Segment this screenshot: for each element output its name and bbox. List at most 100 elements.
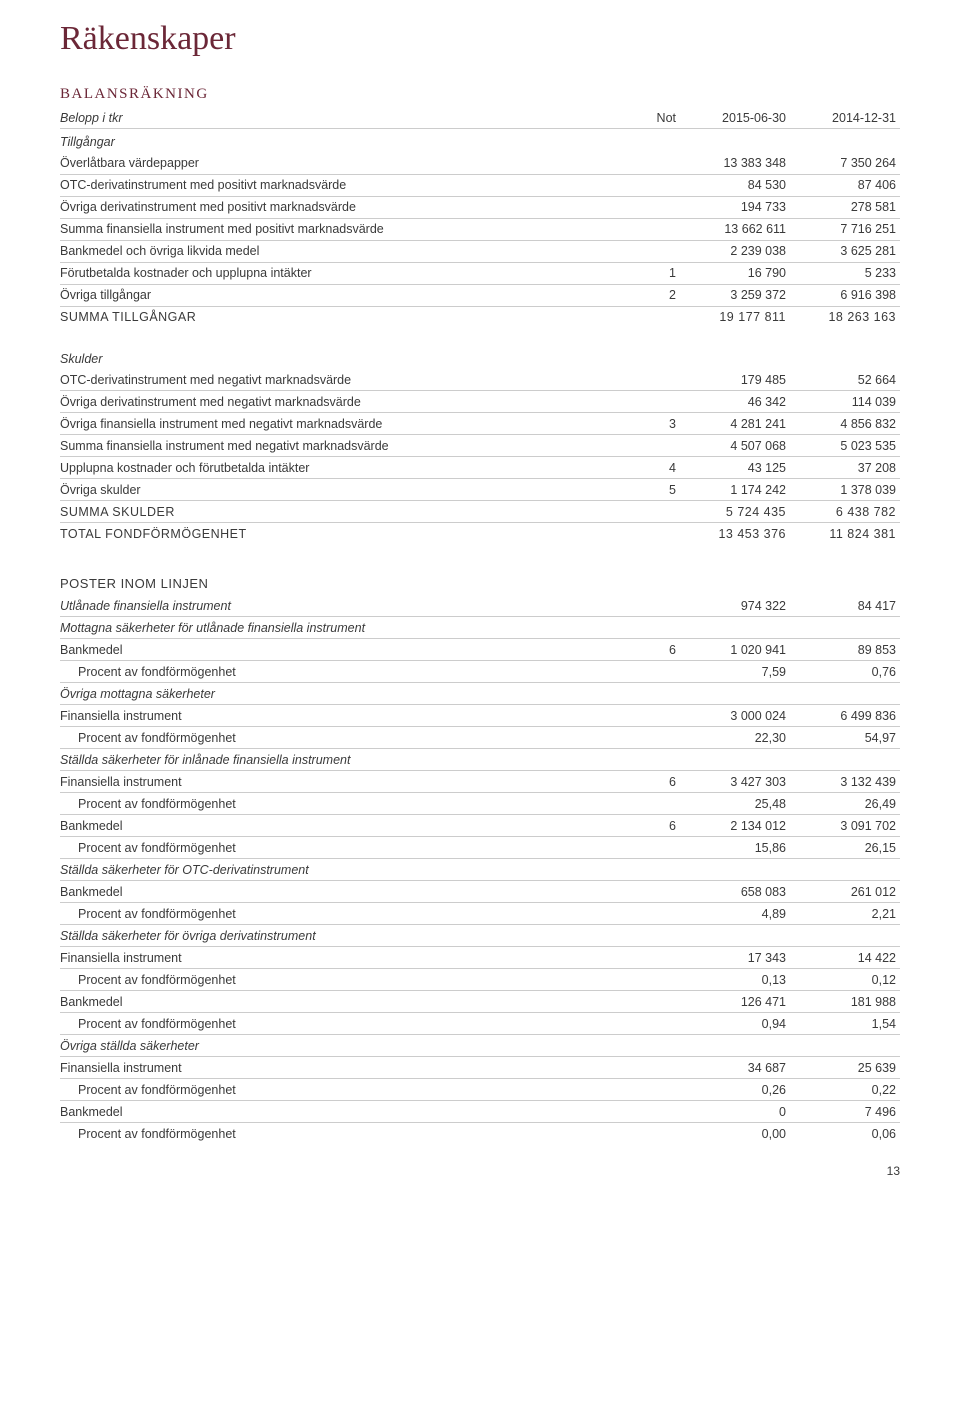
cell: 43 125 xyxy=(680,457,790,479)
cell xyxy=(620,391,680,413)
cell: 6 916 398 xyxy=(790,284,900,306)
col-2015: 2015-06-30 xyxy=(680,107,790,129)
table-row: Procent av fondförmögenhet0,000,06 xyxy=(60,1123,900,1145)
cell: Övriga skulder xyxy=(60,479,620,501)
cell: 13 383 348 xyxy=(680,153,790,175)
cell: 7 350 264 xyxy=(790,153,900,175)
cell: 17 343 xyxy=(680,947,790,969)
cell: 3 xyxy=(620,413,680,435)
cell: 0,76 xyxy=(790,661,900,683)
cell: Summa finansiella instrument med positiv… xyxy=(60,218,620,240)
cell: Bankmedel xyxy=(60,881,620,903)
cell: 18 263 163 xyxy=(790,306,900,328)
page-title: Räkenskaper xyxy=(60,20,900,58)
subheading: Övriga mottagna säkerheter xyxy=(60,683,900,705)
cell: 5 xyxy=(620,479,680,501)
cell: Övriga ställda säkerheter xyxy=(60,1035,620,1057)
cell: 25 639 xyxy=(790,1057,900,1079)
cell: 6 438 782 xyxy=(790,501,900,523)
cell: Procent av fondförmögenhet xyxy=(60,661,620,683)
summa-tillgangar: SUMMA TILLGÅNGAR19 177 81118 263 163 xyxy=(60,306,900,328)
cell: Bankmedel och övriga likvida medel xyxy=(60,240,620,262)
cell: 4 507 068 xyxy=(680,435,790,457)
cell: Ställda säkerheter för inlånade finansie… xyxy=(60,749,620,771)
table-header-row: Belopp i tkr Not 2015-06-30 2014-12-31 xyxy=(60,107,900,129)
cell: Överlåtbara värdepapper xyxy=(60,153,620,175)
cell: 194 733 xyxy=(680,196,790,218)
cell: Övriga finansiella instrument med negati… xyxy=(60,413,620,435)
table-row: Finansiella instrument63 427 3033 132 43… xyxy=(60,771,900,793)
cell: Procent av fondförmögenhet xyxy=(60,969,620,991)
cell: 4 856 832 xyxy=(790,413,900,435)
cell: Tillgångar xyxy=(60,129,620,153)
cell: 6 499 836 xyxy=(790,705,900,727)
table-row: OTC-derivatinstrument med positivt markn… xyxy=(60,174,900,196)
cell: 1 020 941 xyxy=(680,639,790,661)
cell: Procent av fondförmögenhet xyxy=(60,903,620,925)
cell: SUMMA TILLGÅNGAR xyxy=(60,306,620,328)
cell xyxy=(620,153,680,175)
balance-table: Belopp i tkr Not 2015-06-30 2014-12-31 T… xyxy=(60,107,900,544)
cell: TOTAL FONDFÖRMÖGENHET xyxy=(60,523,620,545)
table-row: Bankmedel och övriga likvida medel2 239 … xyxy=(60,240,900,262)
table-row: Bankmedel61 020 94189 853 xyxy=(60,639,900,661)
cell: Finansiella instrument xyxy=(60,705,620,727)
cell: 0,13 xyxy=(680,969,790,991)
cell: 7 716 251 xyxy=(790,218,900,240)
cell: 5 023 535 xyxy=(790,435,900,457)
cell: 16 790 xyxy=(680,262,790,284)
cell: 2 134 012 xyxy=(680,815,790,837)
cell: 3 132 439 xyxy=(790,771,900,793)
cell: 15,86 xyxy=(680,837,790,859)
table-row: Bankmedel126 471181 988 xyxy=(60,991,900,1013)
cell: 179 485 xyxy=(680,369,790,391)
table-row: OTC-derivatinstrument med negativt markn… xyxy=(60,369,900,391)
table-row: Bankmedel658 083261 012 xyxy=(60,881,900,903)
cell: 84 530 xyxy=(680,174,790,196)
table-row: Övriga tillgångar23 259 3726 916 398 xyxy=(60,284,900,306)
cell: SUMMA SKULDER xyxy=(60,501,620,523)
cell: Bankmedel xyxy=(60,639,620,661)
table-row: Finansiella instrument17 34314 422 xyxy=(60,947,900,969)
cell: 54,97 xyxy=(790,727,900,749)
cell: 5 233 xyxy=(790,262,900,284)
cell: 3 259 372 xyxy=(680,284,790,306)
table-row: Övriga skulder51 174 2421 378 039 xyxy=(60,479,900,501)
cell: 37 208 xyxy=(790,457,900,479)
table-row: Procent av fondförmögenhet0,941,54 xyxy=(60,1013,900,1035)
cell: Summa finansiella instrument med negativ… xyxy=(60,435,620,457)
cell: Finansiella instrument xyxy=(60,771,620,793)
cell: Ställda säkerheter för övriga derivatins… xyxy=(60,925,620,947)
cell: 1 174 242 xyxy=(680,479,790,501)
cell: 34 687 xyxy=(680,1057,790,1079)
cell: 13 662 611 xyxy=(680,218,790,240)
cell: Finansiella instrument xyxy=(60,1057,620,1079)
cell: 4,89 xyxy=(680,903,790,925)
table-row: Summa finansiella instrument med positiv… xyxy=(60,218,900,240)
cell: 0,26 xyxy=(680,1079,790,1101)
table-row: Övriga finansiella instrument med negati… xyxy=(60,413,900,435)
cell: 974 322 xyxy=(680,595,790,617)
cell: OTC-derivatinstrument med positivt markn… xyxy=(60,174,620,196)
subheading: Ställda säkerheter för OTC-derivatinstru… xyxy=(60,859,900,881)
cell: Procent av fondförmögenhet xyxy=(60,1079,620,1101)
cell: 87 406 xyxy=(790,174,900,196)
cell: 0,22 xyxy=(790,1079,900,1101)
cell: Förutbetalda kostnader och upplupna intä… xyxy=(60,262,620,284)
cell: 3 427 303 xyxy=(680,771,790,793)
table-row: Övriga derivatinstrument med negativt ma… xyxy=(60,391,900,413)
table-row: Upplupna kostnader och förutbetalda intä… xyxy=(60,457,900,479)
table-row: Finansiella instrument3 000 0246 499 836 xyxy=(60,705,900,727)
table-row: Procent av fondförmögenhet22,3054,97 xyxy=(60,727,900,749)
cell: Finansiella instrument xyxy=(60,947,620,969)
cell: 46 342 xyxy=(680,391,790,413)
cell: Utlånade finansiella instrument xyxy=(60,595,620,617)
cell xyxy=(620,240,680,262)
cell: 2 xyxy=(620,284,680,306)
cell: 0 xyxy=(680,1101,790,1123)
cell: 658 083 xyxy=(680,881,790,903)
skulder-heading: Skulder xyxy=(60,346,900,370)
table-row: Procent av fondförmögenhet25,4826,49 xyxy=(60,793,900,815)
cell: 0,12 xyxy=(790,969,900,991)
cell: 1 378 039 xyxy=(790,479,900,501)
